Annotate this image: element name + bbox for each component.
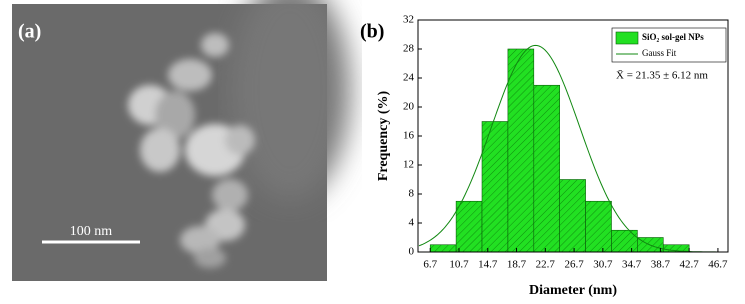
bar-hatch bbox=[533, 85, 560, 252]
x-tick-label: 26.7 bbox=[564, 259, 584, 271]
legend-swatch bbox=[615, 31, 639, 45]
x-tick-label: 14.7 bbox=[478, 259, 498, 271]
bar-hatch bbox=[456, 201, 483, 252]
y-tick-label: 4 bbox=[409, 217, 415, 229]
y-tick-label: 8 bbox=[409, 188, 415, 200]
y-tick-label: 32 bbox=[403, 14, 414, 26]
x-tick-label: 18.7 bbox=[507, 259, 527, 271]
panel-label: (a) bbox=[18, 21, 41, 43]
x-tick-label: 42.7 bbox=[680, 259, 700, 271]
bar-hatch bbox=[663, 244, 690, 252]
y-tick-label: 12 bbox=[403, 159, 414, 171]
y-tick-label: 28 bbox=[403, 43, 415, 55]
bar-hatch bbox=[482, 121, 508, 252]
y-tick-label: 16 bbox=[403, 130, 415, 142]
sem-image: 100 nm (a) bbox=[12, 0, 350, 281]
gauss-fit bbox=[418, 44, 727, 253]
legend-label: SiO₂ sol-gel NPs bbox=[642, 32, 704, 42]
x-tick-label: 34.7 bbox=[622, 259, 642, 271]
histogram-chart: (b) Diameter (nm) Frequency (%) 0 4 8 12 16 2… bbox=[360, 14, 729, 298]
bar-hatch bbox=[611, 230, 638, 252]
x-tick-label: 30.7 bbox=[593, 259, 613, 271]
y-tick-label: 20 bbox=[403, 101, 415, 113]
x-tick-label: 10.7 bbox=[449, 259, 469, 271]
bar-hatch bbox=[430, 244, 457, 252]
annotation: X̄ = 21.35 ± 6.12 nm bbox=[616, 70, 708, 82]
legend-label: Gauss Fit bbox=[642, 48, 677, 58]
bar-hatch bbox=[585, 201, 612, 252]
bar-hatch bbox=[507, 49, 534, 252]
x-tick-label: 22.7 bbox=[536, 259, 556, 271]
bar-hatch bbox=[559, 179, 586, 252]
scale-bar-label: 100 nm bbox=[70, 224, 113, 239]
panel-label: (b) bbox=[360, 21, 384, 43]
x-tick-label: 38.7 bbox=[651, 259, 671, 271]
y-axis-label: Frequency (%) bbox=[376, 90, 391, 181]
x-axis-label: Diameter (nm) bbox=[529, 283, 617, 298]
y-tick-label: 0 bbox=[409, 246, 415, 258]
x-tick-label: 6.7 bbox=[423, 259, 437, 271]
y-tick-label: 24 bbox=[403, 72, 415, 84]
x-tick-label: 46.7 bbox=[708, 259, 728, 271]
